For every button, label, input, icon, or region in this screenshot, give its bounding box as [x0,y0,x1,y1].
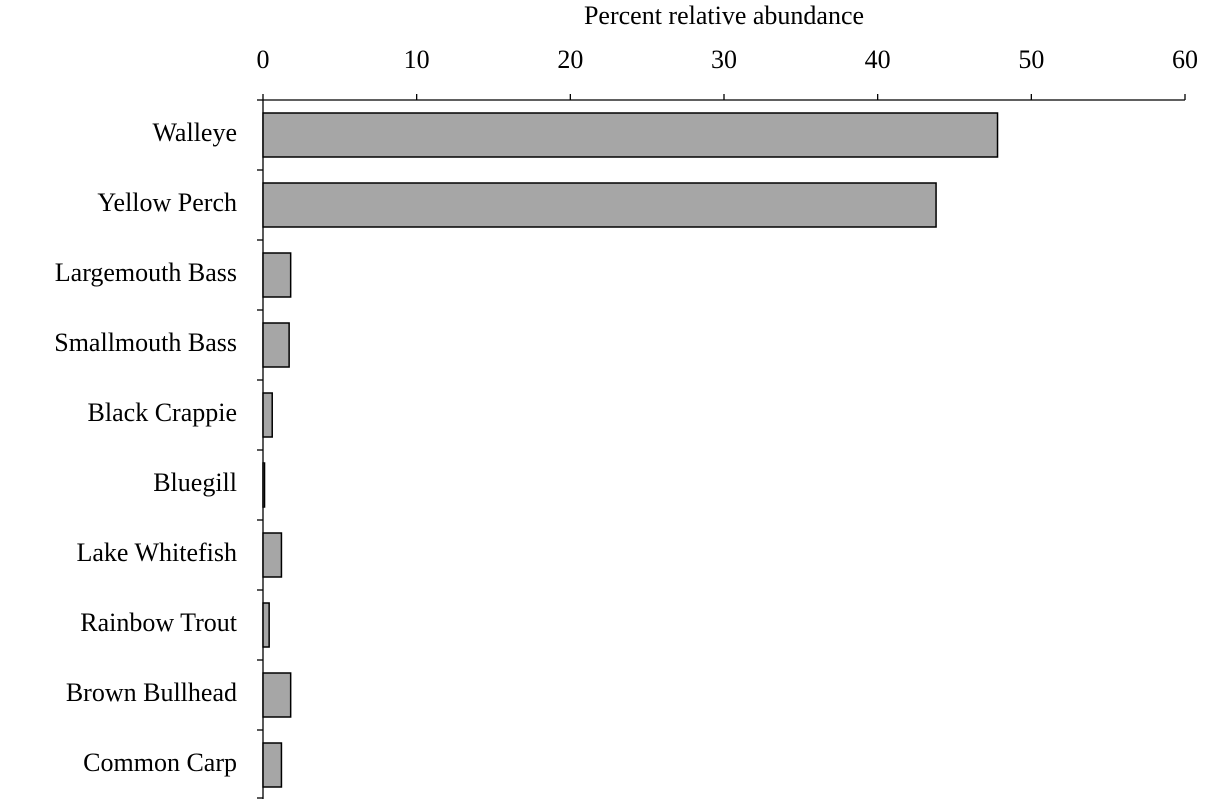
y-tick-label: Lake Whitefish [76,538,237,567]
x-tick-label: 30 [711,45,737,74]
bar [262,252,292,298]
bar [262,532,283,578]
y-tick-label: Common Carp [83,748,237,777]
y-tick-label: Yellow Perch [97,188,237,217]
bar [262,742,283,788]
x-tick-label: 50 [1018,45,1044,74]
x-tick-label: 40 [865,45,891,74]
bar [262,112,999,158]
bar [262,462,266,508]
bar [262,392,273,438]
axis-title: Percent relative abundance [584,1,864,30]
y-tick-label: Walleye [152,118,237,147]
bar [262,182,937,228]
bar [262,672,292,718]
x-tick-label: 0 [257,45,270,74]
x-tick-label: 20 [557,45,583,74]
y-tick-label: Brown Bullhead [66,678,237,707]
y-tick-label: Bluegill [153,468,237,497]
x-tick-label: 10 [404,45,430,74]
bar [262,602,270,648]
y-tick-label: Smallmouth Bass [54,328,237,357]
bar [262,322,290,368]
y-tick-label: Black Crappie [88,398,237,427]
y-tick-label: Rainbow Trout [80,608,238,637]
y-tick-label: Largemouth Bass [55,258,237,287]
x-tick-label: 60 [1172,45,1198,74]
